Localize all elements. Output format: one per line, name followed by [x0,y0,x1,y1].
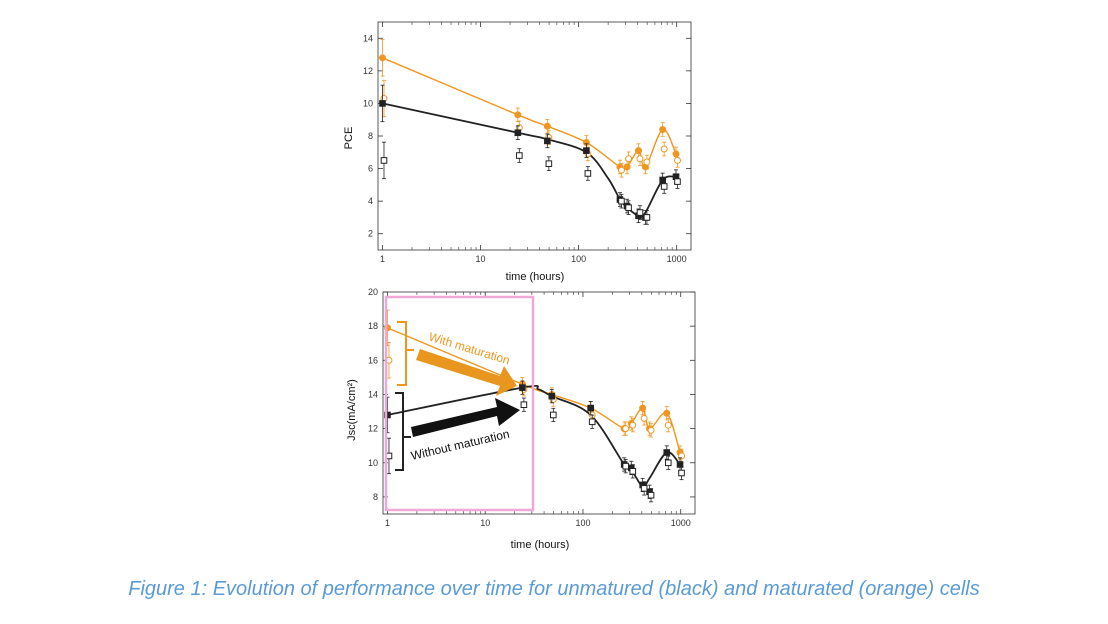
orange-filled-circle-point [639,404,647,412]
black-fit-line [387,384,681,488]
y-tick-label: 12 [368,424,378,434]
black-open-square-point [640,485,648,492]
x-tick-label: 1000 [667,254,687,264]
black-filled-square-point [663,449,671,456]
orange-open-circle-point [640,414,648,422]
black-open-square-point [678,469,685,477]
orange-open-circle-point [664,421,672,429]
jsc-chart: 1 10 100 1000 8 10 12 14 16 18 20 time (hours) Jsc… [346,287,696,551]
x-tick-label: 10 [476,254,486,264]
y-tick-label: 16 [368,355,378,365]
black-filled-square-point [514,129,522,137]
orange-filled-circle-point [514,111,522,119]
orange-open-circle-point [625,155,633,163]
black-open-square-point [643,214,651,221]
y-tick-label: 2 [368,229,373,239]
black-filled-square-point [587,404,595,412]
black-open-square-point [674,178,681,185]
black-filled-square-point [379,100,386,107]
y-tick-label: 14 [368,389,378,399]
highlight-box [384,295,535,512]
y-tick-label: 18 [368,321,378,331]
black-filled-square-point [544,137,551,145]
jsc-plot-frame [382,291,696,515]
pce-x-axis-label: time (hours) [506,271,565,283]
black-open-square-point [588,418,596,426]
jsc-x-axis-label: time (hours) [511,539,570,551]
black-filled-square-point [548,392,556,400]
black-open-square-point [550,411,557,419]
y-tick-label: 8 [373,492,378,502]
figure-caption: Figure 1: Evolution of performance over … [128,578,980,600]
black-open-square-point [660,183,668,190]
black-open-square-point [618,197,625,205]
orange-filled-circle-point [543,122,551,130]
black-filled-square-point [676,461,684,468]
black-filled-square-point [583,147,590,154]
x-tick-label: 100 [571,254,586,264]
x-tick-label: 1000 [671,518,691,528]
black-bracket [395,392,411,471]
orange-bracket [397,321,414,386]
y-tick-label: 4 [368,196,373,206]
y-tick-label: 14 [363,33,373,43]
x-tick-label: 10 [480,518,490,528]
with-maturation-arrow [416,349,517,396]
y-tick-label: 12 [363,66,373,76]
pce-chart: 1 10 100 1000 2 4 6 8 10 12 14 time (hours) PCE [343,21,692,283]
orange-filled-circle-point [378,54,386,62]
orange-filled-circle-point [659,125,667,133]
black-open-square-point [625,204,632,211]
black-filled-square-point [384,411,391,419]
orange-filled-circle-point [634,147,642,155]
black-open-square-point [647,491,655,499]
orange-open-circle-point [647,426,655,434]
orange-open-circle-point [629,421,637,429]
y-tick-label: 6 [368,164,373,174]
black-open-square-point [629,468,637,475]
orange-open-circle-point [617,166,625,174]
black-open-square-point [584,170,592,177]
black-open-square-point [622,462,629,470]
x-tick-label: 100 [575,518,590,528]
jsc-y-axis-label: Jsc(mA/cm²) [346,379,358,441]
y-tick-label: 10 [363,98,373,108]
orange-filled-circle-point [663,409,671,417]
black-open-square-point [636,209,644,216]
orange-open-circle-point [636,155,644,163]
y-tick-label: 10 [368,458,378,468]
black-open-square-point [516,152,523,159]
black-open-square-point [520,401,528,409]
orange-open-circle-point [643,158,651,166]
black-open-square-point [664,459,672,467]
orange-open-circle-point [673,156,681,164]
black-open-square-point [545,160,553,167]
x-tick-label: 1 [380,254,385,264]
black-open-square-point [380,157,388,164]
black-filled-square-point [519,384,526,391]
orange-open-circle-point [622,425,630,433]
without-maturation-arrow [411,398,520,437]
y-tick-label: 8 [368,131,373,141]
orange-open-circle-point [660,145,668,153]
orange-filled-circle-point [623,163,631,171]
x-tick-label: 1 [385,518,390,528]
y-tick-label: 20 [368,287,378,297]
pce-y-axis-label: PCE [343,127,355,150]
